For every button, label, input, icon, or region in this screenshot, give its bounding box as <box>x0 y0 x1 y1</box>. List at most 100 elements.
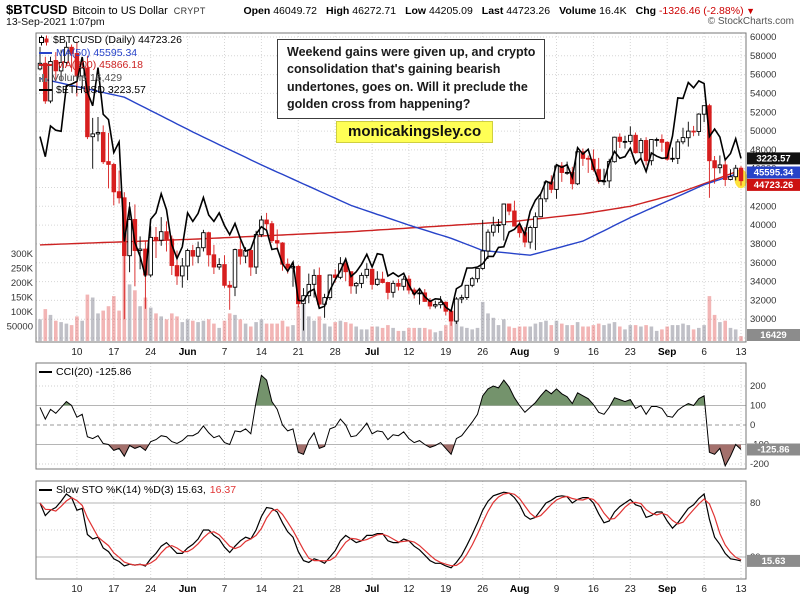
svg-text:24: 24 <box>145 584 157 595</box>
svg-text:13: 13 <box>735 584 747 595</box>
svg-text:26: 26 <box>477 347 489 358</box>
symbol-name: Bitcoin to US Dollar <box>72 5 168 17</box>
annotation-line: golden cross from happening? <box>287 96 471 111</box>
svg-text:6: 6 <box>701 584 707 595</box>
svg-text:16429: 16429 <box>760 330 786 341</box>
svg-text:36000: 36000 <box>750 258 776 269</box>
svg-text:80: 80 <box>750 498 761 509</box>
price-legend-label: $BTCUSD (Daily) 44723.26 <box>53 34 182 46</box>
main-legend: $BTCUSD (Daily) 44723.26 MA(50) 45595.34… <box>39 34 182 97</box>
svg-text:9: 9 <box>554 584 560 595</box>
svg-text:-125.86: -125.86 <box>757 445 789 456</box>
ethusd-swatch-icon <box>39 89 52 92</box>
svg-text:30000: 30000 <box>750 314 776 325</box>
main-panel-border <box>35 32 747 343</box>
volume-bars-icon <box>39 74 47 83</box>
watermark: monicakingsley.co <box>336 121 494 143</box>
svg-text:44723.26: 44723.26 <box>754 180 794 191</box>
header: $BTCUSD Bitcoin to US Dollar CRYPT Open … <box>6 2 797 17</box>
svg-text:-200: -200 <box>750 459 769 470</box>
ma200-line <box>39 169 742 246</box>
svg-text:Jul: Jul <box>365 347 380 358</box>
svg-text:150K: 150K <box>11 293 34 304</box>
svg-text:Aug: Aug <box>510 584 529 595</box>
svg-text:21: 21 <box>293 584 305 595</box>
svg-text:14: 14 <box>256 347 268 358</box>
svg-text:23: 23 <box>625 347 637 358</box>
svg-text:60000: 60000 <box>750 32 776 43</box>
svg-text:17: 17 <box>108 347 120 358</box>
stat-low: Low 44205.09 <box>405 5 473 17</box>
stochastic-k-label: Slow STO %K(14) %D(3) 15.63, <box>56 484 206 496</box>
svg-text:19: 19 <box>440 347 452 358</box>
svg-text:38000: 38000 <box>750 239 776 250</box>
candlestick-icon <box>39 35 49 46</box>
svg-text:21: 21 <box>293 347 305 358</box>
svg-text:10: 10 <box>71 584 83 595</box>
ma50-legend-label: MA(50) 45595.34 <box>56 46 138 59</box>
svg-text:28: 28 <box>330 584 342 595</box>
svg-text:Jun: Jun <box>179 347 197 358</box>
svg-text:52000: 52000 <box>750 107 776 118</box>
svg-text:Jun: Jun <box>179 584 197 595</box>
svg-text:14: 14 <box>256 584 268 595</box>
svg-text:50000: 50000 <box>750 126 776 137</box>
svg-text:48000: 48000 <box>750 145 776 156</box>
stochastic-swatch-icon <box>39 489 52 491</box>
stochastic-d-value: 16.37 <box>209 484 237 496</box>
symbol-title: $BTCUSD <box>6 2 68 17</box>
svg-text:15.63: 15.63 <box>762 556 786 567</box>
ma200-swatch-icon <box>39 64 52 67</box>
volume-legend: Volume 16,429 <box>39 72 182 85</box>
ma200-legend-label: MA(200) 45866.18 <box>56 59 143 71</box>
annotation-line: consolidation that's gaining bearish <box>287 62 501 77</box>
svg-text:Sep: Sep <box>658 584 676 595</box>
cci-legend: CCI(20) -125.86 <box>39 366 131 378</box>
svg-text:32000: 32000 <box>750 295 776 306</box>
ma50-line <box>39 77 742 256</box>
stat-last: Last 44723.26 <box>481 5 551 17</box>
svg-text:45595.34: 45595.34 <box>754 168 794 179</box>
annotation-line: Weekend gains were given up, and crypto <box>287 45 536 59</box>
svg-text:17: 17 <box>108 584 120 595</box>
stat-chg: Chg -1326.46 (-2.88%) ▼ <box>635 5 755 17</box>
ma50-legend: MA(50) 45595.34 <box>39 47 182 60</box>
svg-text:26: 26 <box>477 584 489 595</box>
copyright: © StockCharts.com <box>707 16 794 27</box>
svg-text:Aug: Aug <box>510 347 529 358</box>
svg-text:250K: 250K <box>11 264 34 275</box>
volume-legend-label: Volume 16,429 <box>52 71 123 84</box>
last-price-tag: 44723.26 <box>747 178 800 191</box>
svg-text:7: 7 <box>222 347 228 358</box>
quote-stats: Open 46049.72 High 46272.71 Low 44205.09 La… <box>234 5 797 17</box>
svg-text:42000: 42000 <box>750 201 776 212</box>
svg-text:12: 12 <box>403 347 415 358</box>
svg-text:300K: 300K <box>11 249 34 260</box>
cci-swatch-icon <box>39 371 52 373</box>
ethusd-legend: $ETHUSD 3223.57 <box>39 84 182 97</box>
ma200-legend: MA(200) 45866.18 <box>39 59 182 72</box>
svg-text:10: 10 <box>71 347 83 358</box>
ethusd-legend-label: $ETHUSD 3223.57 <box>56 84 146 96</box>
ma50-price-tag: 45595.34 <box>747 166 800 179</box>
exchange-label: CRYPT <box>173 6 206 16</box>
annotation-box: Weekend gains were given up, and crypto c… <box>277 39 546 119</box>
svg-text:24: 24 <box>145 347 157 358</box>
svg-text:12: 12 <box>403 584 415 595</box>
svg-text:100K: 100K <box>11 307 34 318</box>
stat-open: Open 46049.72 <box>243 5 318 17</box>
svg-text:54000: 54000 <box>750 88 776 99</box>
price-legend: $BTCUSD (Daily) 44723.26 <box>39 34 182 47</box>
cci-legend-label: CCI(20) -125.86 <box>56 366 132 378</box>
svg-text:40000: 40000 <box>750 220 776 231</box>
annotation-line: undertones, goes on. Will it preclude th… <box>287 79 528 94</box>
eth-price-tag: 3223.57 <box>747 152 800 165</box>
svg-text:58000: 58000 <box>750 51 776 62</box>
svg-text:7: 7 <box>222 584 228 595</box>
svg-text:56000: 56000 <box>750 70 776 81</box>
svg-text:0: 0 <box>750 420 755 431</box>
svg-text:200: 200 <box>750 381 766 392</box>
